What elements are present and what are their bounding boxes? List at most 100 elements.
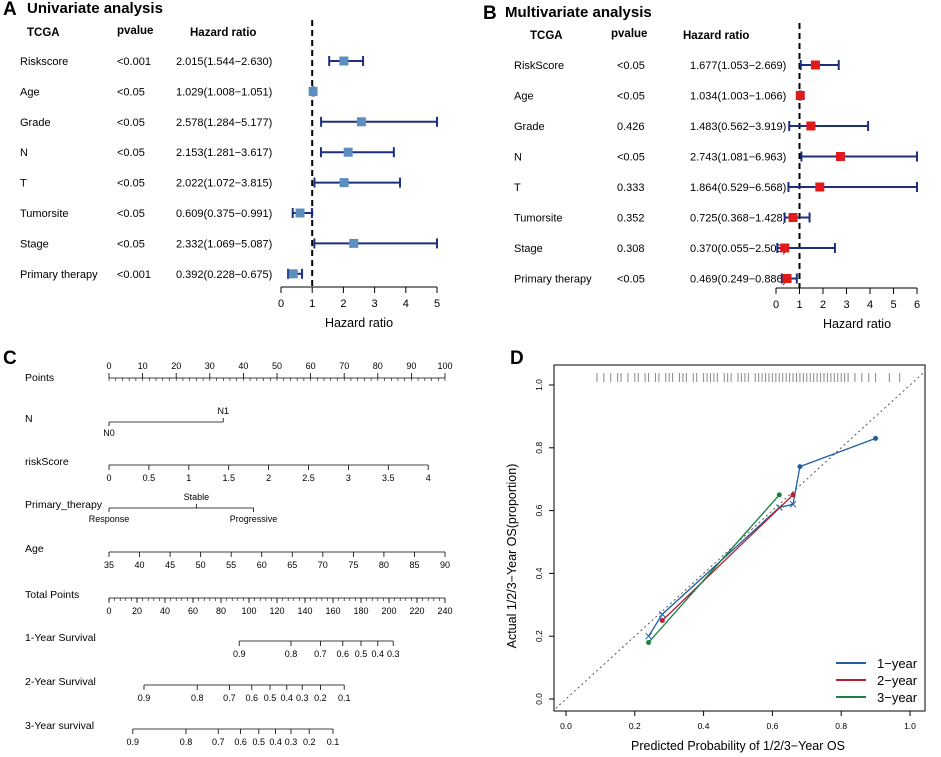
nomogram-tick-label: 60 xyxy=(257,560,267,570)
series-marker-dot xyxy=(790,492,796,498)
nomogram-tick-label: 0.5 xyxy=(264,693,277,703)
nomogram-tick-label: 30 xyxy=(205,361,215,371)
row-pvalue: <0.05 xyxy=(617,274,645,286)
nomogram-row-label: 2-Year Survival xyxy=(25,676,96,688)
series-line-2-year xyxy=(661,494,794,621)
x-axis-tick-label: 4 xyxy=(403,298,409,310)
nomogram-tick-label: 60 xyxy=(188,606,198,616)
nomogram-tick-label: 3.5 xyxy=(382,473,395,483)
panel-a-univariate-forest: A Univariate analysis TCGA pvalue Hazard… xyxy=(3,0,440,330)
nomogram-tick-label: 0.1 xyxy=(327,737,340,747)
nomogram-tick-label: 80 xyxy=(216,606,226,616)
row-hazard-ratio: 1.677(1.053−2.669) xyxy=(690,60,786,72)
nomogram-tick-label: 70 xyxy=(339,361,349,371)
x-axis-tick-label: 0 xyxy=(278,298,284,310)
x-axis-tick-label: 0 xyxy=(773,299,779,311)
nomogram-level-label: N0 xyxy=(103,428,115,438)
row-label: N xyxy=(20,147,28,159)
nomogram-tick-label: 1 xyxy=(186,473,191,483)
nomogram-tick-label: 0.6 xyxy=(337,649,350,659)
hazard-ratio-point xyxy=(356,117,366,127)
row-pvalue: <0.001 xyxy=(117,269,151,281)
row-pvalue: <0.05 xyxy=(117,208,145,220)
hazard-ratio-point xyxy=(339,178,349,188)
nomogram-tick-label: 0 xyxy=(106,361,111,371)
legend-label: 3−year xyxy=(877,690,918,705)
panel-d-x-axis-label: Predicted Probability of 1/2/3−Year OS xyxy=(631,739,845,753)
nomogram-tick-label: 0.8 xyxy=(180,737,193,747)
x-axis-tick-label: 0.6 xyxy=(766,721,778,731)
row-label: Riskscore xyxy=(20,56,68,68)
series-marker-cross xyxy=(645,632,652,640)
y-axis-tick-label: 0.6 xyxy=(534,504,544,516)
hazard-ratio-point xyxy=(782,274,792,283)
nomogram-tick-label: 40 xyxy=(160,606,170,616)
nomogram-tick-label: 0.3 xyxy=(296,693,309,703)
legend-label: 2−year xyxy=(877,673,918,688)
x-axis-tick-label: 1 xyxy=(796,299,802,311)
nomogram-tick-label: 0.8 xyxy=(285,649,298,659)
row-pvalue: <0.001 xyxy=(117,56,151,68)
series-marker-dot xyxy=(797,464,803,470)
nomogram-tick-label: 0.6 xyxy=(246,693,259,703)
row-hazard-ratio: 1.483(0.562−3.919) xyxy=(690,121,786,133)
nomogram-tick-label: 75 xyxy=(348,560,358,570)
y-axis-tick-label: 0.0 xyxy=(534,693,544,705)
hazard-ratio-point xyxy=(815,182,825,192)
row-label: Primary therapy xyxy=(514,274,592,286)
nomogram-tick-label: 0.3 xyxy=(285,737,298,747)
hazard-ratio-point xyxy=(835,152,845,161)
nomogram-tick-label: 0.1 xyxy=(338,693,351,703)
nomogram-row-label: 1-Year Survival xyxy=(25,632,96,644)
hazard-ratio-point xyxy=(295,208,305,218)
row-label: Primary therapy xyxy=(20,269,98,281)
nomogram-tick-label: 0.4 xyxy=(281,693,294,703)
nomogram-tick-label: 120 xyxy=(269,606,284,616)
nomogram-tick-label: 0.2 xyxy=(314,693,327,703)
x-axis-tick-label: 5 xyxy=(434,298,440,310)
row-pvalue: <0.05 xyxy=(117,117,145,129)
hazard-ratio-point xyxy=(308,86,318,96)
nomogram-tick-label: 0 xyxy=(106,606,111,616)
row-pvalue: <0.05 xyxy=(117,238,145,250)
row-hazard-ratio: 2.743(1.081−6.963) xyxy=(690,152,786,164)
hazard-ratio-point xyxy=(810,60,820,70)
panel-a-title: Univariate analysis xyxy=(27,0,163,17)
series-marker-dot xyxy=(776,492,782,498)
nomogram-tick-label: 200 xyxy=(381,606,396,616)
hazard-ratio-point xyxy=(339,56,349,66)
panel-a-header-pvalue: pvalue xyxy=(117,25,153,37)
row-hazard-ratio: 0.469(0.249−0.886) xyxy=(690,274,786,286)
nomogram-level-label: Stable xyxy=(184,492,210,502)
nomogram-tick-label: 45 xyxy=(165,560,175,570)
nomogram-tick-label: 0 xyxy=(106,473,111,483)
reference-diagonal-line xyxy=(555,370,926,709)
nomogram-tick-label: 0.4 xyxy=(372,649,385,659)
row-label: Age xyxy=(20,86,40,98)
row-hazard-ratio: 0.392(0.228−0.675) xyxy=(176,269,272,281)
panel-b-header-pvalue: pvalue xyxy=(611,28,647,40)
panel-b-x-axis-label: Hazard ratio xyxy=(823,317,891,331)
panel-d-label: D xyxy=(510,348,524,369)
panel-b-header-tcga: TCGA xyxy=(530,30,563,42)
nomogram-tick-label: 0.2 xyxy=(303,737,316,747)
x-axis-tick-label: 0.2 xyxy=(629,721,641,731)
panel-b-label: B xyxy=(483,3,497,24)
row-pvalue: 0.308 xyxy=(617,243,645,255)
x-axis-tick-label: 2 xyxy=(820,299,826,311)
row-pvalue: <0.05 xyxy=(117,86,145,98)
series-line-3-year xyxy=(648,494,780,643)
row-label: RiskScore xyxy=(514,60,564,72)
nomogram-tick-label: 100 xyxy=(437,361,452,371)
row-pvalue: 0.333 xyxy=(617,182,645,194)
nomogram-tick-label: 65 xyxy=(287,560,297,570)
nomogram-tick-label: 50 xyxy=(272,361,282,371)
panel-d-calibration-plot: D Predicted Probability of 1/2/3−Year OS… xyxy=(505,348,926,753)
row-label: Stage xyxy=(20,238,49,250)
x-axis-tick-label: 0.8 xyxy=(835,721,847,731)
panel-a-label: A xyxy=(3,0,17,20)
nomogram-tick-label: 180 xyxy=(353,606,368,616)
row-hazard-ratio: 2.022(1.072−3.815) xyxy=(176,178,272,190)
nomogram-tick-label: 80 xyxy=(373,361,383,371)
row-hazard-ratio: 1.864(0.529−6.568) xyxy=(690,182,786,194)
